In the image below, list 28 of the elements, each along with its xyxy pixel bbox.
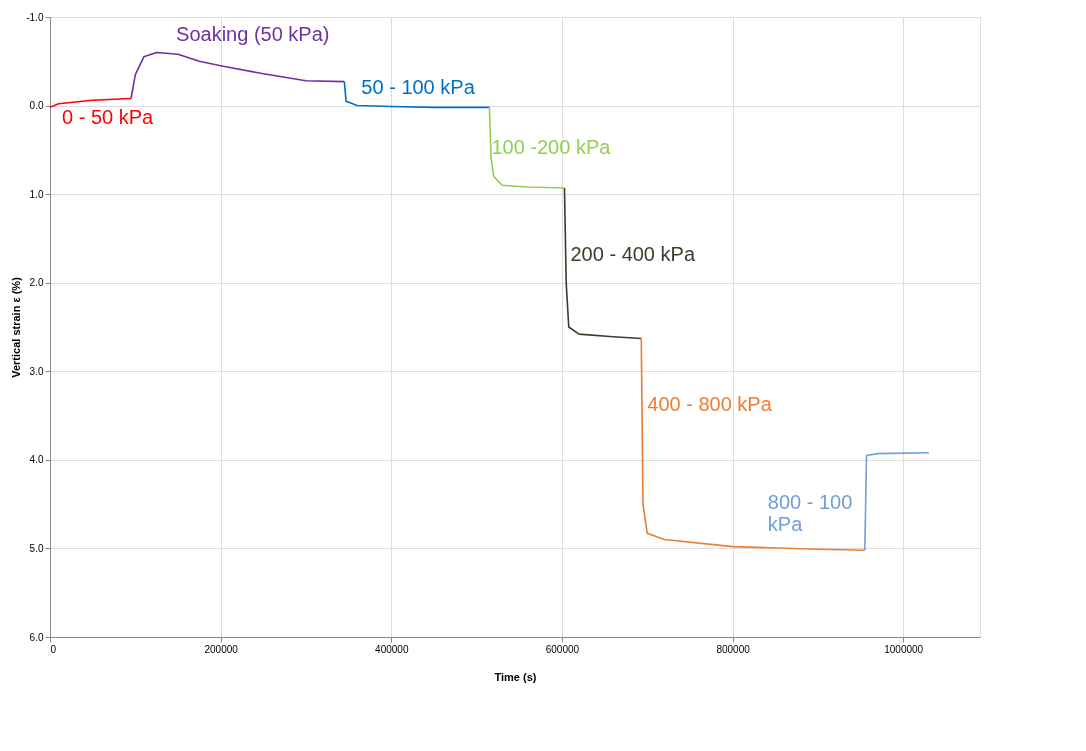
series-label: 50 - 100 kPa [361,75,476,98]
x-tick-label: 1000000 [884,643,924,655]
y-tick-label: 1.0 [29,188,44,200]
y-tick-label: 4.0 [29,454,44,466]
y-tick-label: 3.0 [29,365,44,377]
x-tick-label: 0 [50,643,57,655]
y-tick-label: 5.0 [29,542,44,554]
x-axis-title: Time (s) [494,670,537,683]
y-tick-label: 2.0 [29,277,44,289]
series-label: 100 -200 kPa [491,136,612,159]
line-series [640,337,866,551]
series-label: 800 - 100 kPa [767,491,853,536]
line-series [864,451,930,551]
line-series [343,80,491,109]
line-series [50,97,132,109]
series-label: 400 - 800 kPa [647,392,773,415]
line-series [130,51,346,100]
x-tick-label: 600000 [545,643,580,655]
y-tick-label: 6.0 [29,631,44,643]
y-axis-title: Vertical strain ε (%) [10,276,23,378]
series-label: 0 - 50 kPa [62,106,155,129]
y-tick-label: -1.0 [26,11,44,23]
x-tick-label: 400000 [375,643,409,655]
x-tick-label: 200000 [204,643,239,655]
series-label: Soaking (50 kPa) [176,23,330,46]
series-label: 200 - 400 kPa [570,242,696,265]
y-tick-label: 0.0 [29,100,44,112]
x-tick-label: 800000 [716,643,751,655]
